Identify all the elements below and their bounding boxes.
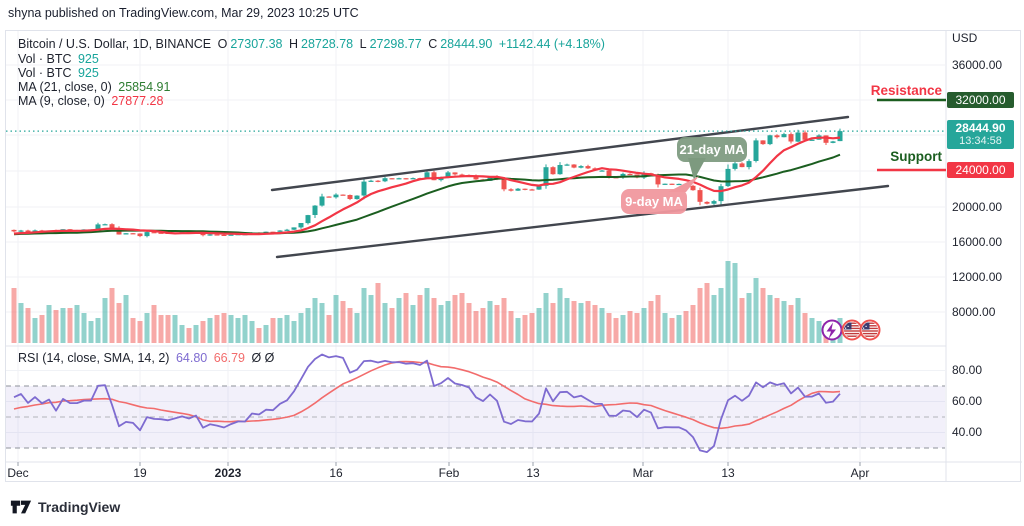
price-axis-label: 12000.00	[952, 270, 1003, 284]
time-axis-label: 13	[721, 466, 735, 480]
price-axis-label: 60.00	[952, 394, 983, 408]
bar-countdown: 13:34:58	[959, 134, 1002, 147]
high-value: 28728.78	[301, 37, 354, 51]
time-axis-label: 2023	[214, 466, 242, 480]
price-axis-label: 20000.00	[952, 200, 1003, 214]
current-price-badge: 28444.90 13:34:58	[947, 120, 1014, 149]
close-value: 28444.90	[440, 37, 493, 51]
vol-legend-2: Vol · BTC 925	[18, 66, 99, 80]
ma21-callout[interactable]: 21-day MA	[677, 137, 747, 162]
ma21-legend: MA (21, close, 0) 25854.91	[18, 80, 171, 94]
support-label: Support	[890, 149, 942, 164]
change-value: +1142.44 (+4.18%)	[498, 37, 605, 51]
event-icons[interactable]	[821, 319, 881, 341]
rsi-sma-value: 66.79	[213, 351, 245, 365]
tradingview-logo-text: TradingView	[38, 499, 121, 515]
ma9-value: 27877.28	[111, 94, 164, 108]
time-axis-label: Dec	[7, 466, 29, 480]
rsi-offset-values: Ø Ø	[251, 351, 275, 365]
time-axis-label: Feb	[438, 466, 460, 480]
time-axis-label: Mar	[632, 466, 654, 480]
vol-legend-1: Vol · BTC 925	[18, 52, 99, 66]
price-axis-label: 36000.00	[952, 58, 1003, 72]
price-axis-label: 80.00	[952, 363, 983, 377]
currency-label: USD	[952, 31, 978, 45]
volume-value-2: 925	[77, 66, 99, 80]
price-axis-label: 16000.00	[952, 235, 1003, 249]
price-axis-label: 8000.00	[952, 305, 996, 319]
resistance-label: Resistance	[870, 83, 942, 98]
symbol-title: Bitcoin / U.S. Dollar, 1D, BINANCE	[18, 37, 212, 51]
resistance-price-badge: 32000.00	[947, 92, 1014, 108]
rsi-value: 64.80	[175, 351, 208, 365]
ma9-callout[interactable]: 9-day MA	[621, 189, 687, 214]
ma9-legend: MA (9, close, 0) 27877.28	[18, 94, 164, 108]
low-value: 27298.77	[369, 37, 422, 51]
support-price-badge: 24000.00	[947, 162, 1014, 178]
tradingview-logo[interactable]: TradingView	[10, 499, 120, 515]
chart-border	[5, 30, 1021, 482]
open-value: 27307.38	[230, 37, 283, 51]
time-axis-label: 19	[133, 466, 147, 480]
attribution-line: shyna published on TradingView.com, Mar …	[8, 6, 359, 20]
ma21-value: 25854.91	[118, 80, 171, 94]
current-price-value: 28444.90	[955, 120, 1006, 135]
rsi-legend: RSI (14, close, SMA, 14, 2) 64.80 66.79 …	[18, 351, 275, 365]
price-axis-label: 40.00	[952, 425, 983, 439]
time-axis-label: Apr	[850, 466, 870, 480]
tradingview-logo-icon	[10, 500, 32, 514]
symbol-legend: Bitcoin / U.S. Dollar, 1D, BINANCE O 2730…	[18, 37, 605, 51]
time-axis-label: 16	[329, 466, 343, 480]
time-axis-label: 13	[526, 466, 540, 480]
volume-value-1: 925	[77, 52, 99, 66]
